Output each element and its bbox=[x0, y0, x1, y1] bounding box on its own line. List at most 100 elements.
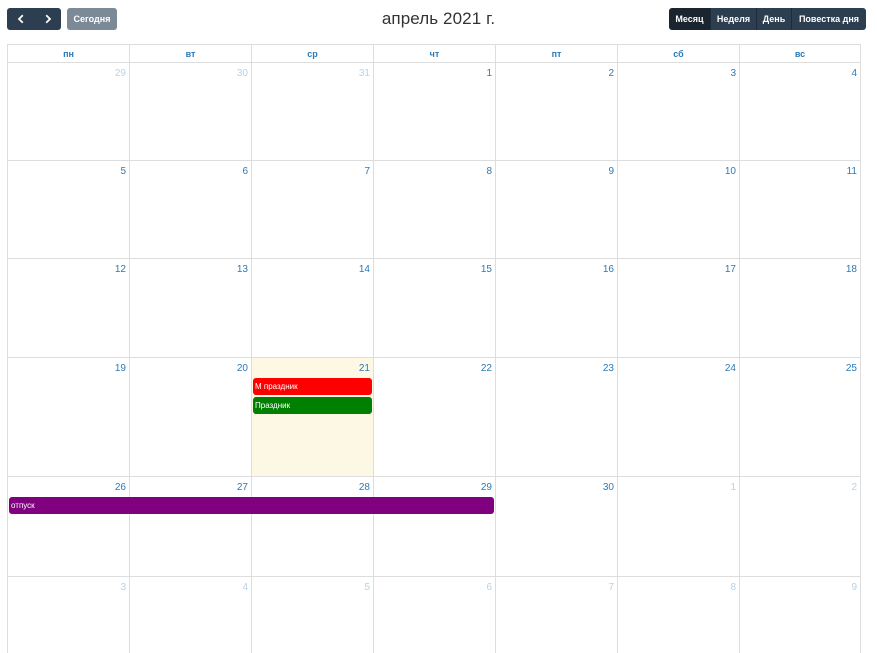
day-number[interactable]: 7 bbox=[364, 166, 370, 177]
day-cell[interactable]: 5 bbox=[251, 577, 373, 653]
day-cell[interactable]: 22 bbox=[373, 358, 495, 476]
day-cell[interactable]: 17 bbox=[617, 259, 739, 357]
day-number[interactable]: 4 bbox=[242, 582, 248, 593]
day-cell[interactable]: 7 bbox=[495, 577, 617, 653]
day-number[interactable]: 26 bbox=[114, 482, 126, 493]
day-number[interactable]: 5 bbox=[120, 166, 126, 177]
day-cell[interactable]: 9 bbox=[739, 577, 861, 653]
day-number[interactable]: 4 bbox=[851, 68, 857, 79]
day-cell[interactable]: 3 bbox=[7, 577, 129, 653]
day-number[interactable]: 10 bbox=[724, 166, 736, 177]
day-cell[interactable]: 11 bbox=[739, 161, 861, 258]
day-number[interactable]: 24 bbox=[724, 363, 736, 374]
day-cell[interactable]: 18 bbox=[739, 259, 861, 357]
day-number[interactable]: 21 bbox=[358, 363, 370, 374]
next-button[interactable] bbox=[34, 8, 61, 30]
calendar-event[interactable]: Праздник bbox=[253, 397, 372, 414]
day-number[interactable]: 2 bbox=[608, 68, 614, 79]
day-cell[interactable]: 12 bbox=[7, 259, 129, 357]
day-number[interactable]: 18 bbox=[845, 264, 857, 275]
header-wed: ср bbox=[251, 45, 373, 63]
day-cell[interactable]: 10 bbox=[617, 161, 739, 258]
week-row: 12 13 14 15 16 17 18 bbox=[7, 259, 861, 358]
day-number[interactable]: 8 bbox=[730, 582, 736, 593]
day-number[interactable]: 15 bbox=[480, 264, 492, 275]
day-number[interactable]: 20 bbox=[236, 363, 248, 374]
day-cell[interactable]: 30 bbox=[129, 63, 251, 160]
calendar-event[interactable]: отпуск bbox=[9, 497, 494, 514]
view-week-button[interactable]: Неделя bbox=[710, 8, 756, 30]
day-number[interactable]: 11 bbox=[846, 166, 857, 177]
day-cell[interactable]: 16 bbox=[495, 259, 617, 357]
day-cell[interactable]: 1 bbox=[373, 63, 495, 160]
day-number[interactable]: 29 bbox=[480, 482, 492, 493]
day-number[interactable]: 22 bbox=[480, 363, 492, 374]
day-number[interactable]: 8 bbox=[486, 166, 492, 177]
day-cell[interactable]: 25 bbox=[739, 358, 861, 476]
day-cell[interactable]: 15 bbox=[373, 259, 495, 357]
day-number[interactable]: 5 bbox=[364, 582, 370, 593]
calendar-event[interactable]: М праздник bbox=[253, 378, 372, 395]
day-number[interactable]: 16 bbox=[602, 264, 614, 275]
day-cell[interactable]: 5 bbox=[7, 161, 129, 258]
day-number[interactable]: 30 bbox=[236, 68, 248, 79]
day-cell[interactable]: 2 bbox=[495, 63, 617, 160]
day-cell[interactable]: 20 bbox=[129, 358, 251, 476]
day-cell[interactable]: 8 bbox=[373, 161, 495, 258]
day-number[interactable]: 27 bbox=[236, 482, 248, 493]
view-agenda-button[interactable]: Повестка дня bbox=[791, 8, 866, 30]
day-number[interactable]: 7 bbox=[608, 582, 614, 593]
day-number[interactable]: 31 bbox=[358, 68, 370, 79]
day-number[interactable]: 14 bbox=[358, 264, 370, 275]
chevron-left-icon bbox=[17, 14, 23, 24]
day-number[interactable]: 3 bbox=[730, 68, 736, 79]
view-day-button[interactable]: День bbox=[756, 8, 791, 30]
prev-button[interactable] bbox=[7, 8, 34, 30]
day-cell[interactable]: 9 bbox=[495, 161, 617, 258]
day-number[interactable]: 6 bbox=[486, 582, 492, 593]
day-number[interactable]: 12 bbox=[114, 264, 126, 275]
day-number[interactable]: 9 bbox=[608, 166, 614, 177]
day-cell[interactable]: 23 bbox=[495, 358, 617, 476]
day-cell[interactable]: 8 bbox=[617, 577, 739, 653]
header-fri: пт bbox=[495, 45, 617, 63]
day-cell[interactable]: 29 bbox=[7, 63, 129, 160]
day-number[interactable]: 25 bbox=[845, 363, 857, 374]
day-cell[interactable]: 4 bbox=[129, 577, 251, 653]
day-number[interactable]: 1 bbox=[486, 68, 492, 79]
day-cell[interactable]: 6 bbox=[129, 161, 251, 258]
day-cell[interactable]: 6 bbox=[373, 577, 495, 653]
day-cell[interactable]: 30 bbox=[495, 477, 617, 576]
today-button[interactable]: Сегодня bbox=[67, 8, 117, 30]
day-cell[interactable]: 1 bbox=[617, 477, 739, 576]
day-number[interactable]: 19 bbox=[114, 363, 126, 374]
day-number[interactable]: 23 bbox=[602, 363, 614, 374]
day-cell[interactable]: 13 bbox=[129, 259, 251, 357]
week-row: 5 6 7 8 9 10 11 bbox=[7, 161, 861, 259]
calendar-toolbar: Сегодня апрель 2021 г. Месяц Неделя День По… bbox=[0, 0, 877, 40]
day-number[interactable]: 2 bbox=[851, 482, 857, 493]
day-cell[interactable]: 27 bbox=[129, 477, 251, 576]
day-cell[interactable]: 26 bbox=[7, 477, 129, 576]
day-cell[interactable]: 29 bbox=[373, 477, 495, 576]
day-number[interactable]: 9 bbox=[851, 582, 857, 593]
day-cell[interactable]: 3 bbox=[617, 63, 739, 160]
day-cell[interactable]: 19 bbox=[7, 358, 129, 476]
day-number[interactable]: 13 bbox=[236, 264, 248, 275]
day-number[interactable]: 1 bbox=[730, 482, 736, 493]
day-number[interactable]: 29 bbox=[114, 68, 126, 79]
day-cell[interactable]: 14 bbox=[251, 259, 373, 357]
day-cell[interactable]: 7 bbox=[251, 161, 373, 258]
day-number[interactable]: 30 bbox=[602, 482, 614, 493]
day-cell-today[interactable]: 21 bbox=[251, 358, 373, 476]
day-cell[interactable]: 24 bbox=[617, 358, 739, 476]
day-number[interactable]: 17 bbox=[724, 264, 736, 275]
day-cell[interactable]: 2 bbox=[739, 477, 861, 576]
day-cell[interactable]: 31 bbox=[251, 63, 373, 160]
day-number[interactable]: 6 bbox=[242, 166, 248, 177]
day-number[interactable]: 3 bbox=[120, 582, 126, 593]
view-month-button[interactable]: Месяц bbox=[669, 8, 710, 30]
day-number[interactable]: 28 bbox=[358, 482, 370, 493]
day-cell[interactable]: 4 bbox=[739, 63, 861, 160]
day-cell[interactable]: 28 bbox=[251, 477, 373, 576]
